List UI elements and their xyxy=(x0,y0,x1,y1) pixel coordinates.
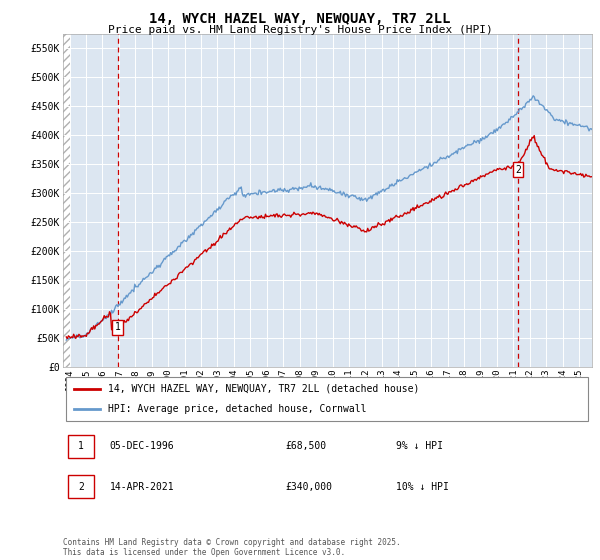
FancyBboxPatch shape xyxy=(65,377,589,421)
Text: 14, WYCH HAZEL WAY, NEWQUAY, TR7 2LL (detached house): 14, WYCH HAZEL WAY, NEWQUAY, TR7 2LL (de… xyxy=(108,384,419,394)
Text: 1: 1 xyxy=(78,441,84,451)
Text: Price paid vs. HM Land Registry's House Price Index (HPI): Price paid vs. HM Land Registry's House … xyxy=(107,25,493,35)
FancyBboxPatch shape xyxy=(68,435,94,458)
Text: Contains HM Land Registry data © Crown copyright and database right 2025.
This d: Contains HM Land Registry data © Crown c… xyxy=(63,538,401,557)
Text: 14-APR-2021: 14-APR-2021 xyxy=(110,482,174,492)
Text: HPI: Average price, detached house, Cornwall: HPI: Average price, detached house, Corn… xyxy=(108,404,367,414)
Text: 9% ↓ HPI: 9% ↓ HPI xyxy=(397,441,443,451)
Text: 05-DEC-1996: 05-DEC-1996 xyxy=(110,441,174,451)
Text: 14, WYCH HAZEL WAY, NEWQUAY, TR7 2LL: 14, WYCH HAZEL WAY, NEWQUAY, TR7 2LL xyxy=(149,12,451,26)
Text: £68,500: £68,500 xyxy=(285,441,326,451)
Text: 2: 2 xyxy=(78,482,84,492)
Text: 2: 2 xyxy=(515,165,521,175)
Text: £340,000: £340,000 xyxy=(285,482,332,492)
Text: 10% ↓ HPI: 10% ↓ HPI xyxy=(397,482,449,492)
Text: 1: 1 xyxy=(115,322,121,332)
FancyBboxPatch shape xyxy=(68,475,94,498)
